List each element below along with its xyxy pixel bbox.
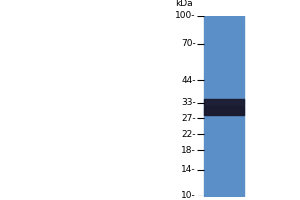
Text: 18-: 18- [181, 146, 196, 155]
Text: 14-: 14- [181, 165, 196, 174]
Text: 70-: 70- [181, 39, 196, 48]
Text: 33-: 33- [181, 98, 196, 107]
Text: 27-: 27- [181, 114, 196, 123]
Text: 44-: 44- [181, 76, 196, 85]
Text: 22-: 22- [181, 130, 196, 139]
Text: 10-: 10- [181, 192, 196, 200]
Text: 100-: 100- [175, 11, 196, 21]
Text: kDa: kDa [175, 0, 193, 8]
